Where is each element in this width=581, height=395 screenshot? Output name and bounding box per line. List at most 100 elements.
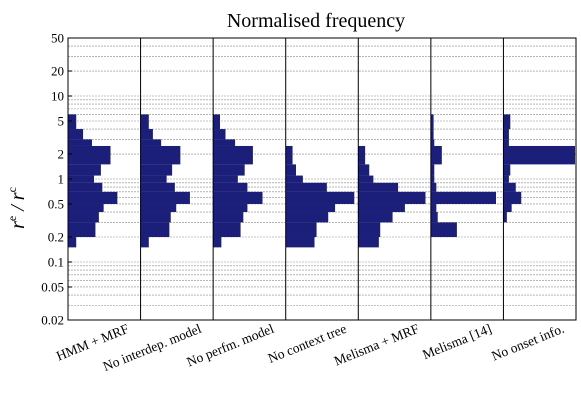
histogram-bar <box>140 145 181 165</box>
histogram-bar <box>213 237 222 248</box>
histogram-bar <box>213 182 248 192</box>
histogram-bar <box>430 129 434 140</box>
histogram-bar <box>213 129 226 140</box>
histogram-bar <box>430 222 457 238</box>
histogram-bar <box>213 139 236 146</box>
histogram-bar <box>213 191 263 204</box>
histogram-bar <box>430 191 496 204</box>
histogram-bar <box>285 145 293 165</box>
histogram-bar <box>213 114 220 130</box>
y-label-numerator-sup: e <box>5 216 19 221</box>
histogram-bar <box>430 164 435 176</box>
y-label-numerator: r <box>7 221 29 229</box>
histogram-bar <box>140 175 167 183</box>
histogram-bar <box>358 175 374 183</box>
histogram-bar <box>503 175 509 183</box>
histogram-bar <box>430 114 434 130</box>
histogram-bar <box>140 129 153 140</box>
histogram-bar <box>68 182 103 192</box>
histogram-bar <box>68 139 92 146</box>
histogram-bar <box>140 212 171 223</box>
bars <box>68 114 575 248</box>
y-tick-label: 20 <box>51 64 64 79</box>
histogram-bar <box>503 129 509 140</box>
histogram-bar <box>68 114 77 130</box>
histogram-bar <box>140 114 149 130</box>
histogram-bar <box>213 203 248 213</box>
histogram-bar <box>358 191 426 204</box>
y-axis-label: re / rc <box>5 187 29 229</box>
y-tick-label: 0.05 <box>41 279 64 294</box>
histogram-bar <box>140 203 177 213</box>
histogram-bar <box>503 114 511 130</box>
histogram-bar <box>285 212 329 223</box>
histogram-bar <box>503 191 522 204</box>
histogram-bar <box>358 222 381 238</box>
histogram-bar <box>213 164 245 176</box>
histogram-bar <box>285 222 317 238</box>
y-label-denominator-sup: c <box>5 187 19 192</box>
histogram-bar <box>503 212 507 223</box>
histogram-bar <box>430 139 435 146</box>
plot-frame <box>67 37 577 321</box>
histogram-bar <box>285 237 315 248</box>
histogram-bar <box>140 182 175 192</box>
histogram-bar <box>285 175 303 183</box>
category-label: Melisma [14] <box>420 321 493 362</box>
histogram-bar <box>68 237 77 248</box>
y-ticks: 0.02 0.05 0.1 0.2 0.5 1 2 5 10 20 50 <box>41 31 72 328</box>
histogram-bar <box>213 212 244 223</box>
y-tick-label: 0.5 <box>48 196 64 211</box>
histogram-bar <box>285 182 327 192</box>
histogram-bar <box>358 182 399 192</box>
chart-title: Normalised frequency <box>227 10 405 32</box>
histogram-bar <box>68 203 104 213</box>
histogram-bar <box>213 145 253 165</box>
histogram-bar <box>140 191 190 204</box>
histogram-bar <box>430 175 435 183</box>
histogram-bar <box>503 145 575 165</box>
histogram-bar <box>503 139 509 146</box>
histogram-bar <box>140 237 149 248</box>
histogram-bar <box>430 212 438 223</box>
histogram-bar <box>140 139 162 146</box>
histogram-bar <box>68 129 84 140</box>
histogram-bar <box>358 145 366 165</box>
histogram-bar <box>213 222 241 238</box>
histogram-bar <box>503 203 512 213</box>
histogram-bar <box>285 191 355 204</box>
histogram-bar <box>68 222 96 238</box>
y-label-denominator: r <box>7 192 29 200</box>
y-label-slash: / <box>7 200 29 216</box>
y-tick-label: 2 <box>58 147 65 162</box>
histogram-bar <box>503 182 516 192</box>
histogram-bar <box>68 191 118 204</box>
histogram-bar <box>68 145 111 165</box>
histogram-bar <box>358 203 405 213</box>
histogram-bar <box>140 164 173 176</box>
histogram-bar <box>68 212 99 223</box>
histogram-bar <box>358 212 393 223</box>
svg-text:re / rc: re / rc <box>5 187 29 229</box>
histogram-bar <box>68 175 95 183</box>
histogram-bar <box>213 175 238 183</box>
histogram-bar <box>358 164 370 176</box>
y-tick-label: 10 <box>51 89 64 104</box>
histogram-bar <box>285 164 296 176</box>
y-tick-label: 5 <box>58 113 65 128</box>
category-label: No onset info. <box>489 321 566 364</box>
histogram-bar <box>358 237 379 248</box>
histogram-bar <box>430 203 437 213</box>
y-tick-label: 0.1 <box>48 254 64 269</box>
y-tick-label: 1 <box>58 172 65 187</box>
y-tick-label: 0.02 <box>41 313 64 328</box>
histogram-bar <box>503 164 511 176</box>
y-tick-label: 0.2 <box>48 230 64 245</box>
y-tick-label: 50 <box>51 31 64 46</box>
histogram-bar <box>430 182 437 192</box>
histogram-bar <box>285 203 336 213</box>
histogram-bar <box>140 222 170 238</box>
histogram-bar <box>430 145 442 165</box>
